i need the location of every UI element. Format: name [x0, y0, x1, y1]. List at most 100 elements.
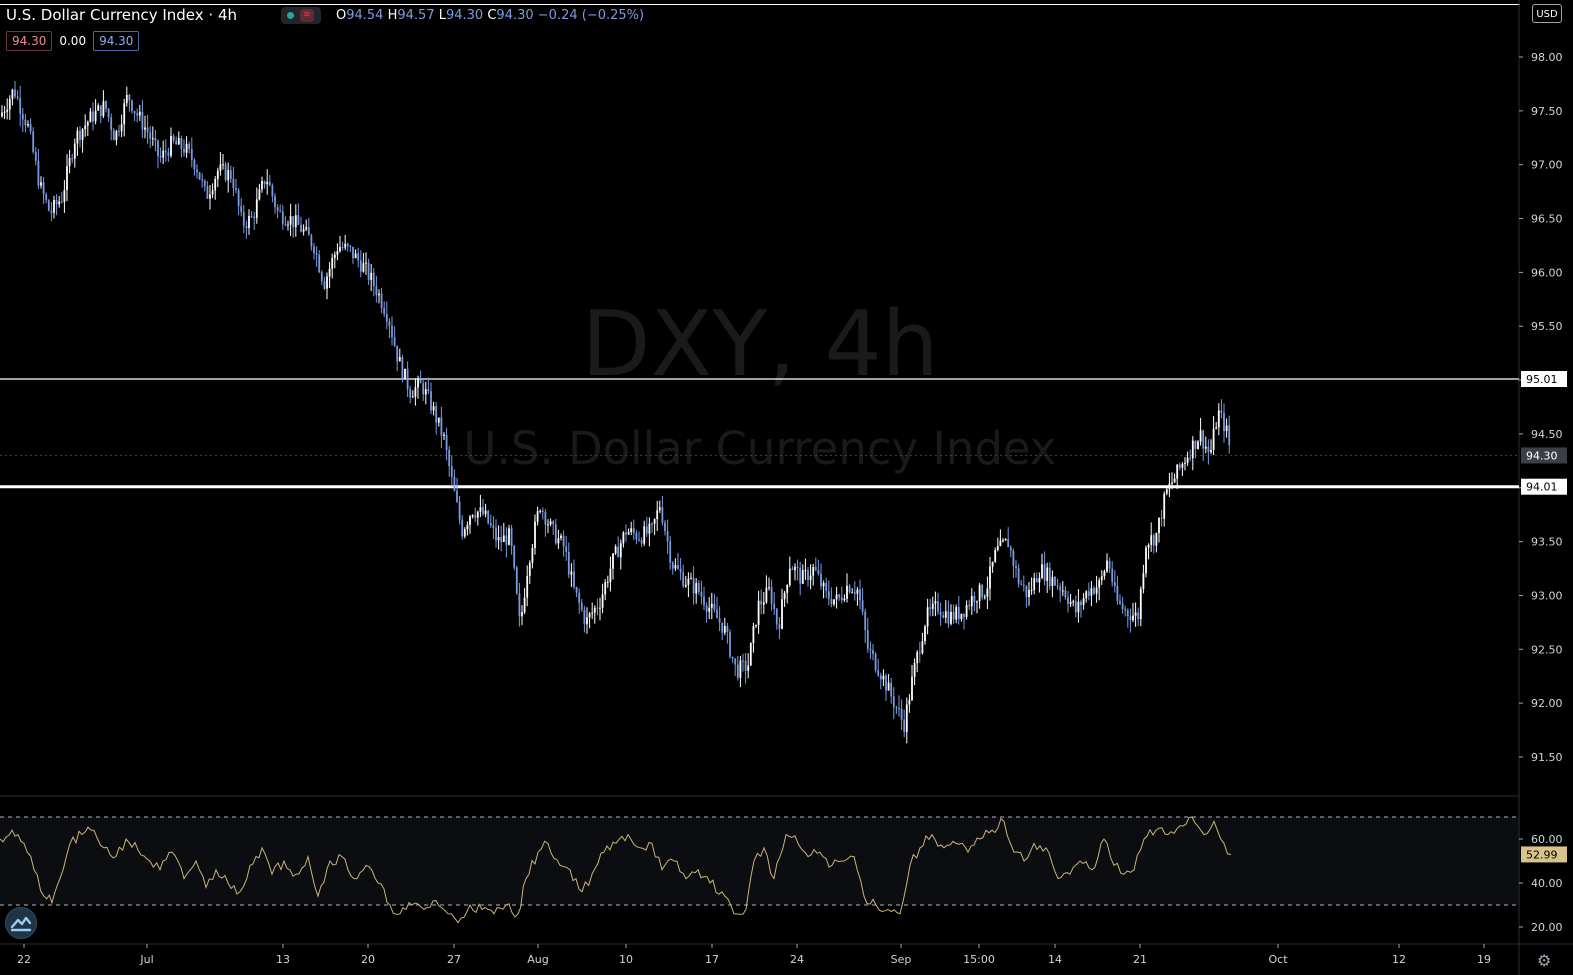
candle-body [1191, 440, 1194, 459]
candle-body [1035, 578, 1038, 583]
candle-body [1155, 533, 1158, 546]
currency-button[interactable]: USD [1532, 4, 1562, 23]
candle-body [1228, 425, 1231, 446]
settings-gear-icon[interactable]: ⚙ [1537, 951, 1552, 970]
candle-body [284, 223, 287, 226]
candle-body [770, 587, 773, 604]
tradingview-logo-icon[interactable] [5, 907, 37, 939]
candle-body [640, 540, 643, 544]
candle-body [552, 521, 555, 525]
candle-body [27, 124, 29, 126]
ask-badge[interactable]: 94.30 [93, 31, 140, 51]
price-tick-label: 96.00 [1531, 266, 1563, 279]
candle-body [1147, 544, 1150, 548]
candle-body [497, 537, 500, 541]
bid-badge[interactable]: 94.30 [6, 31, 53, 51]
candle-body [820, 573, 822, 587]
candle-body [666, 531, 669, 542]
candle-body [796, 566, 799, 569]
time-tick-label: 13 [276, 953, 290, 966]
time-tick-label: 17 [705, 953, 719, 966]
candle-body [401, 357, 404, 379]
candle-body [307, 227, 310, 236]
candle-body [162, 150, 165, 158]
candle-body [456, 490, 458, 502]
candle-body [601, 594, 604, 608]
candle-body [838, 594, 841, 598]
candle-body [458, 501, 461, 520]
data-delay-icon: ≋ [300, 9, 314, 22]
candle-body [554, 524, 557, 544]
candle-body [19, 97, 22, 114]
time-tick-label: 24 [790, 953, 804, 966]
candle-body [1, 112, 3, 117]
market-status-icon [287, 12, 294, 19]
candle-body [596, 607, 599, 609]
legend-status[interactable]: ≋ [281, 7, 321, 24]
candle-body [723, 625, 726, 633]
candle-body [110, 117, 113, 131]
candle-body [976, 601, 978, 603]
candle-body [385, 313, 388, 322]
candle-body [809, 575, 812, 581]
candle-body [219, 164, 222, 171]
candle-body [89, 111, 92, 123]
candle-body [848, 585, 851, 593]
candle-body [812, 567, 815, 576]
candle-body [760, 600, 763, 605]
candle-body [1038, 577, 1041, 583]
candle-body [297, 215, 300, 225]
candle-body [994, 549, 997, 562]
candle-body [157, 140, 159, 156]
candle-body [242, 212, 245, 226]
candle-body [60, 201, 63, 203]
candle-body [583, 609, 586, 625]
candle-body [258, 189, 261, 200]
candle-body [1030, 589, 1033, 591]
candle-body [6, 109, 9, 112]
candle-body [37, 160, 40, 186]
close-value: 94.30 [496, 8, 534, 23]
candle-body [599, 607, 601, 609]
candle-body [682, 572, 685, 587]
candle-body [479, 507, 482, 512]
candle-body [742, 660, 744, 662]
candle-body [14, 89, 16, 97]
time-tick-label: 21 [1133, 953, 1147, 966]
candle-body [406, 368, 409, 390]
candle-body [86, 122, 89, 126]
current-price-badge [1521, 447, 1567, 464]
current-price-label: 94.30 [1526, 449, 1558, 462]
candle-body [1069, 601, 1072, 604]
candle-body [1072, 601, 1075, 603]
symbol-title[interactable]: U.S. Dollar Currency Index · 4h [6, 6, 237, 24]
candle-body [822, 583, 825, 587]
rsi-band-fill [0, 817, 1519, 905]
candle-body [185, 143, 188, 153]
price-tick-label: 92.50 [1531, 643, 1563, 656]
candle-body [492, 525, 495, 528]
candle-body [705, 605, 708, 612]
candle-body [1178, 464, 1181, 468]
candle-body [900, 708, 903, 720]
candle-body [1087, 591, 1090, 596]
candle-body [253, 216, 256, 218]
candle-body [1165, 489, 1168, 494]
candle-body [136, 113, 139, 116]
candle-body [112, 130, 115, 141]
candle-body [937, 601, 939, 612]
candle-body [227, 170, 230, 181]
candle-body [24, 119, 27, 126]
candle-body [866, 630, 869, 649]
candle-body [318, 254, 321, 273]
candle-body [232, 178, 235, 189]
candle-body [170, 136, 172, 156]
candle-body [466, 524, 469, 530]
candle-body [201, 179, 204, 181]
candle-body [16, 96, 19, 98]
candle-body [245, 225, 248, 229]
candle-body [518, 593, 521, 617]
candle-body [99, 105, 102, 117]
candle-body [534, 521, 536, 548]
